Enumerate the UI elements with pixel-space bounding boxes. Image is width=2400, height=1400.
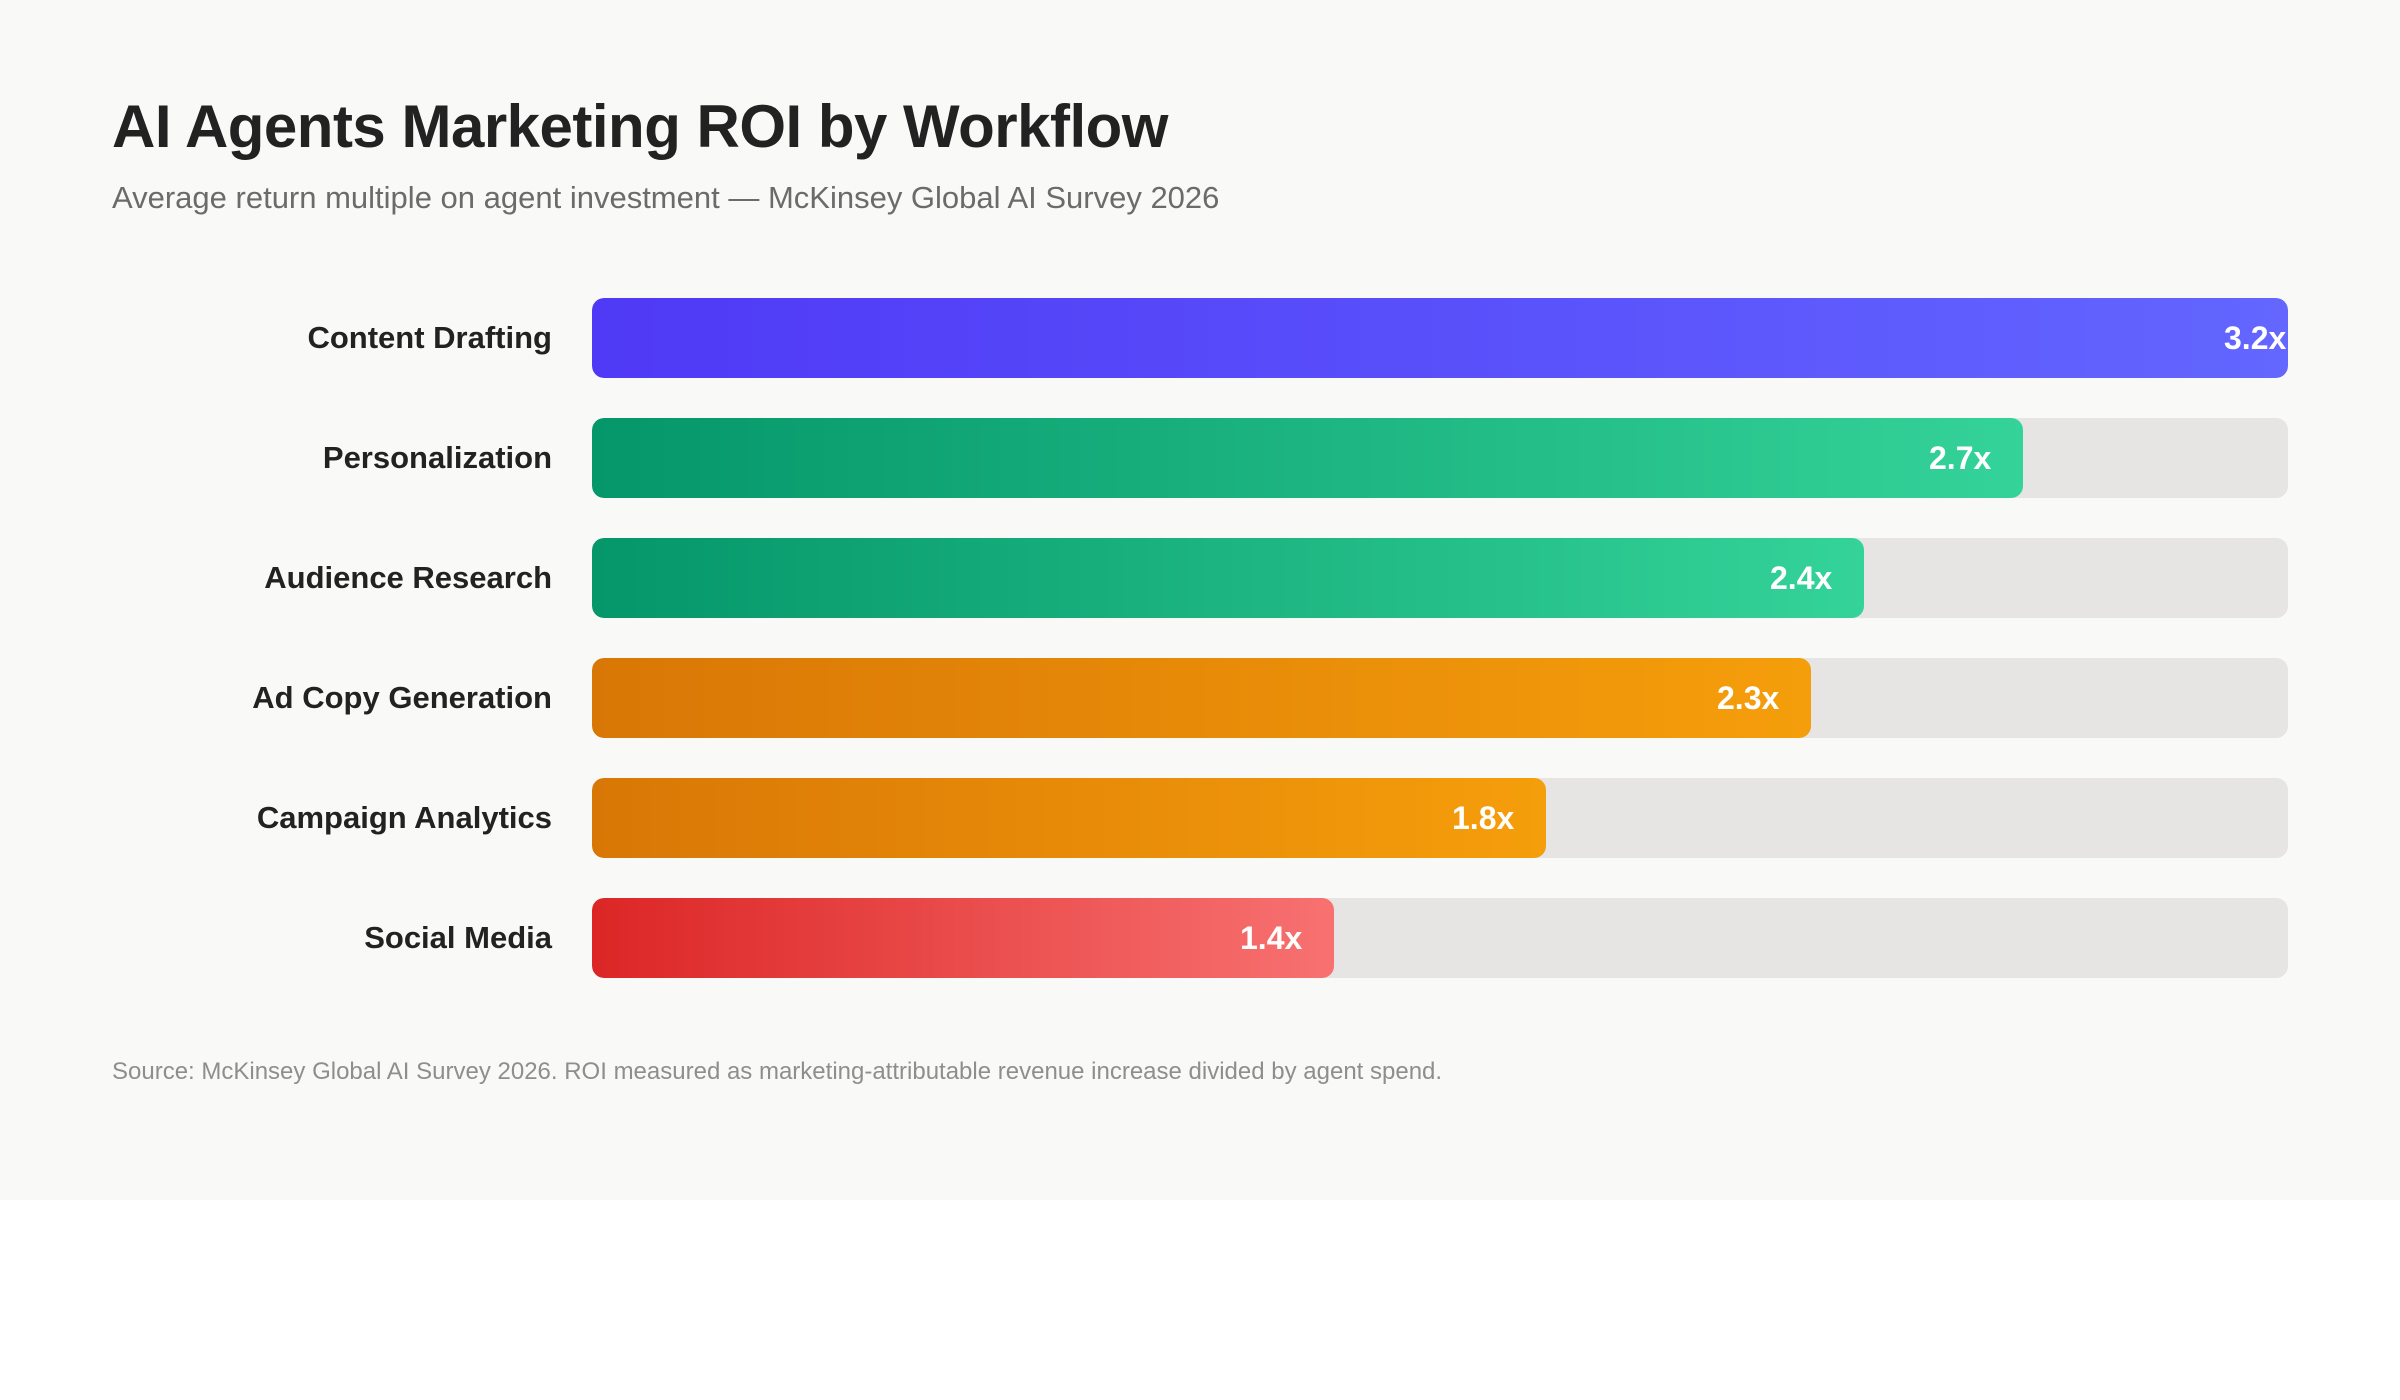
bar <box>592 298 2288 378</box>
chart-subtitle: Average return multiple on agent investm… <box>112 180 1220 215</box>
category-label: Audience Research <box>264 560 552 595</box>
bar <box>592 538 1864 618</box>
chart-title: AI Agents Marketing ROI by Workflow <box>112 93 1168 160</box>
bar-track: 3.2x <box>592 298 2288 378</box>
category-label: Social Media <box>364 920 552 955</box>
category-label: Campaign Analytics <box>256 800 552 835</box>
category-label: Ad Copy Generation <box>252 680 552 715</box>
bar-row: Social Media 1.4x <box>0 898 2400 978</box>
bar-row: Personalization 2.7x <box>0 418 2400 498</box>
bar-track: 1.4x <box>592 898 2288 978</box>
bar-row: Campaign Analytics 1.8x <box>0 778 2400 858</box>
bar-value-label: 2.7x <box>1929 440 1992 476</box>
bar-value-label: 1.4x <box>1240 920 1303 956</box>
chart-panel: AI Agents Marketing ROI by Workflow Aver… <box>0 93 2400 1085</box>
bar-chart: Content Drafting 3.2x Personalization 2.7x A… <box>0 298 2400 978</box>
bar <box>592 778 1546 858</box>
bar-track: 2.4x <box>592 538 2288 618</box>
bar <box>592 898 1334 978</box>
bar-row: Content Drafting 3.2x <box>0 298 2400 378</box>
category-label: Content Drafting <box>307 320 552 355</box>
bar <box>592 658 1811 738</box>
bar <box>592 418 2023 498</box>
bar-row: Audience Research 2.4x <box>0 538 2400 618</box>
bar-row: Ad Copy Generation 2.3x <box>0 658 2400 738</box>
bar-track: 2.7x <box>592 418 2288 498</box>
bar-value-label: 1.8x <box>1452 800 1515 836</box>
bar-track: 2.3x <box>592 658 2288 738</box>
bar-value-label: 2.3x <box>1717 680 1780 716</box>
bar-value-label: 3.2x <box>2224 320 2287 356</box>
category-label: Personalization <box>322 440 552 475</box>
bar-value-label: 2.4x <box>1770 560 1833 596</box>
source-note: Source: McKinsey Global AI Survey 2026. … <box>112 1058 1443 1085</box>
bar-track: 1.8x <box>592 778 2288 858</box>
